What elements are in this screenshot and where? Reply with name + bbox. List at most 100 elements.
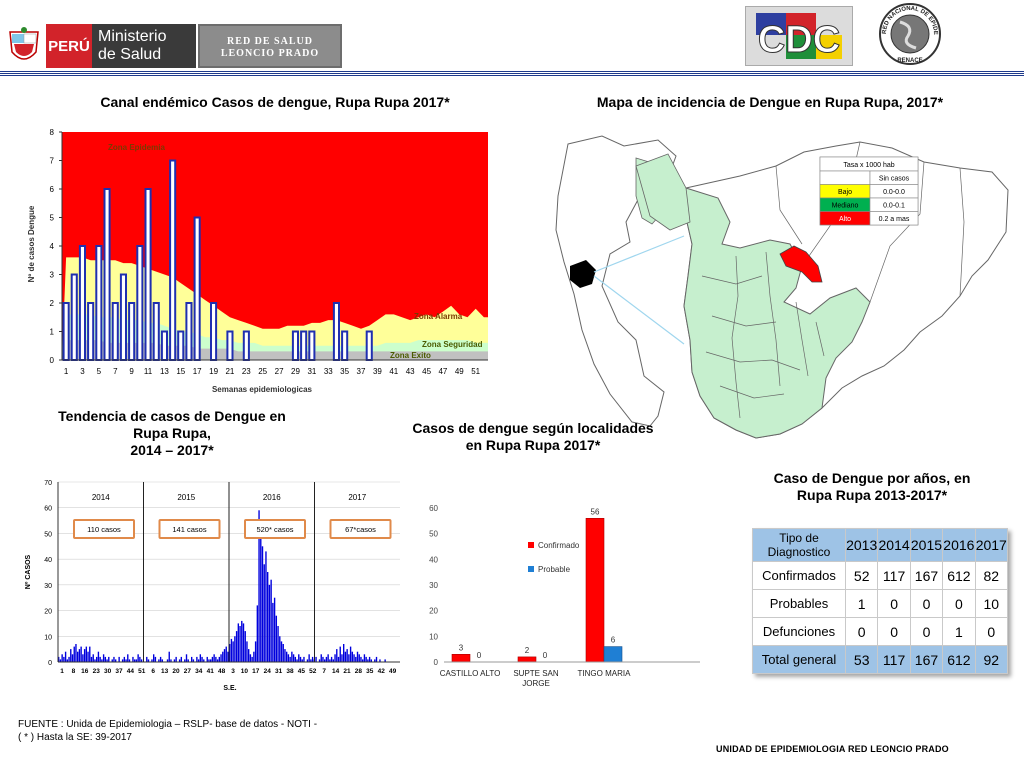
endemic-xtick-label: 23: [242, 367, 251, 376]
years-cell: 167: [909, 561, 944, 590]
endemic-bar-week-38: [365, 330, 373, 361]
trend-bar: [289, 656, 291, 662]
trend-bar: [168, 651, 170, 662]
trend-xtick-label: 7: [322, 668, 326, 675]
cdc-logo: CDC: [745, 6, 853, 66]
years-cell: 53: [844, 645, 879, 674]
trend-bar: [154, 656, 157, 662]
zone-exito-label: Zona Exito: [390, 351, 431, 360]
trend-bar: [315, 656, 317, 662]
trend-bar: [64, 651, 67, 662]
trend-bar: [137, 654, 139, 662]
trend-bar: [213, 654, 215, 662]
trend-bar: [121, 659, 124, 662]
trend-bar: [303, 656, 305, 662]
trend-bar: [208, 659, 210, 662]
trend-bar: [363, 654, 366, 662]
footer-note-line: ( * ) Hasta la SE: 39-2017: [18, 732, 132, 743]
endemic-xtick-label: 3: [80, 367, 85, 376]
trend-bar: [108, 656, 110, 662]
trend-bar: [225, 646, 227, 662]
trend-chart-title: Tendencia de casos de Dengue en Rupa Rup…: [36, 408, 308, 459]
trend-bar: [339, 646, 341, 662]
years-cell: 1: [942, 617, 976, 646]
trend-bar: [90, 656, 93, 662]
trend-bar: [68, 656, 70, 662]
trend-ytick-label: 40: [44, 557, 52, 564]
trend-ytick-label: 70: [44, 480, 52, 487]
trend-bar: [270, 579, 272, 662]
trend-bar: [242, 623, 245, 662]
cdc-logo-text: CDC: [758, 19, 840, 61]
trend-bar: [251, 656, 253, 662]
trend-bar: [216, 659, 219, 662]
endemic-xtick-label: 29: [291, 367, 300, 376]
trend-period-total: 141 casos: [172, 525, 206, 534]
incidence-map: Tasa x 1000 hab Sin casos Bajo 0.0-0.0 Medi…: [555, 135, 1009, 439]
trend-bar: [73, 646, 75, 662]
trend-bar: [134, 659, 136, 662]
trend-bar: [301, 659, 303, 662]
trend-xtick-label: 34: [195, 668, 203, 675]
years-cell: 82: [974, 561, 1009, 590]
trend-bar: [348, 654, 350, 662]
trend-xtick-label: 13: [161, 668, 169, 675]
years-row-label: Probables: [752, 589, 846, 618]
trend-bar: [308, 654, 310, 662]
endemic-bar-week-9: [128, 302, 136, 361]
trend-bar: [115, 659, 117, 662]
trend-bar: [139, 656, 141, 662]
years-cell: 0: [844, 617, 879, 646]
trend-bar: [99, 656, 101, 662]
legend-range-cell: [869, 211, 919, 226]
trend-bar: [343, 644, 345, 662]
years-cell: 52: [844, 561, 879, 590]
trend-bar: [220, 654, 222, 662]
trend-xtick-label: 17: [252, 668, 260, 675]
trend-ytick-label: 10: [44, 634, 52, 641]
endemic-ytick-label: 7: [50, 157, 55, 166]
trend-bar: [78, 649, 81, 662]
trend-bar: [239, 626, 241, 662]
trend-bar: [291, 651, 293, 662]
legend-header: Tasa x 1000 hab: [843, 162, 894, 169]
peru-outline: [555, 135, 677, 427]
years-cell: 0: [877, 617, 911, 646]
trend-bar: [187, 659, 189, 662]
trend-bar: [192, 659, 195, 662]
endemic-xtick-label: 13: [160, 367, 169, 376]
endemic-xtick-label: 9: [129, 367, 134, 376]
trend-bar: [92, 654, 94, 662]
trend-bar: [379, 659, 381, 662]
trend-period-total: 520* casos: [256, 525, 293, 534]
locality-legend-swatch: [528, 542, 534, 548]
endemic-xtick-label: 35: [340, 367, 349, 376]
legend-swatch: [819, 170, 871, 185]
trend-xtick-label: 16: [81, 668, 89, 675]
trend-bar: [279, 636, 281, 662]
endemic-ytick-label: 6: [50, 185, 55, 194]
endemic-bar-week-10: [136, 245, 144, 361]
trend-bar: [175, 656, 177, 662]
endemic-xtick-label: 11: [144, 367, 153, 376]
trend-bar: [147, 659, 150, 662]
trend-bar: [230, 638, 233, 662]
trend-xlabel: S.E.: [223, 685, 236, 692]
trend-bar: [201, 656, 203, 662]
trend-bar: [244, 631, 246, 662]
trend-bar: [267, 572, 269, 662]
years-cell: 10: [974, 589, 1009, 618]
trend-bar: [344, 651, 347, 662]
trend-bar: [325, 656, 328, 662]
trend-bar: [256, 605, 259, 662]
endemic-ytick-label: 8: [50, 128, 55, 137]
trend-period-total: 67*casos: [345, 525, 376, 534]
years-cell: 0: [877, 589, 911, 618]
trend-bar: [63, 656, 65, 662]
locality-ytick-label: 30: [429, 581, 438, 590]
trend-bar: [96, 656, 98, 662]
trend-bar: [275, 615, 278, 662]
trend-bar: [320, 654, 322, 662]
locality-data-label: 3: [459, 643, 464, 652]
